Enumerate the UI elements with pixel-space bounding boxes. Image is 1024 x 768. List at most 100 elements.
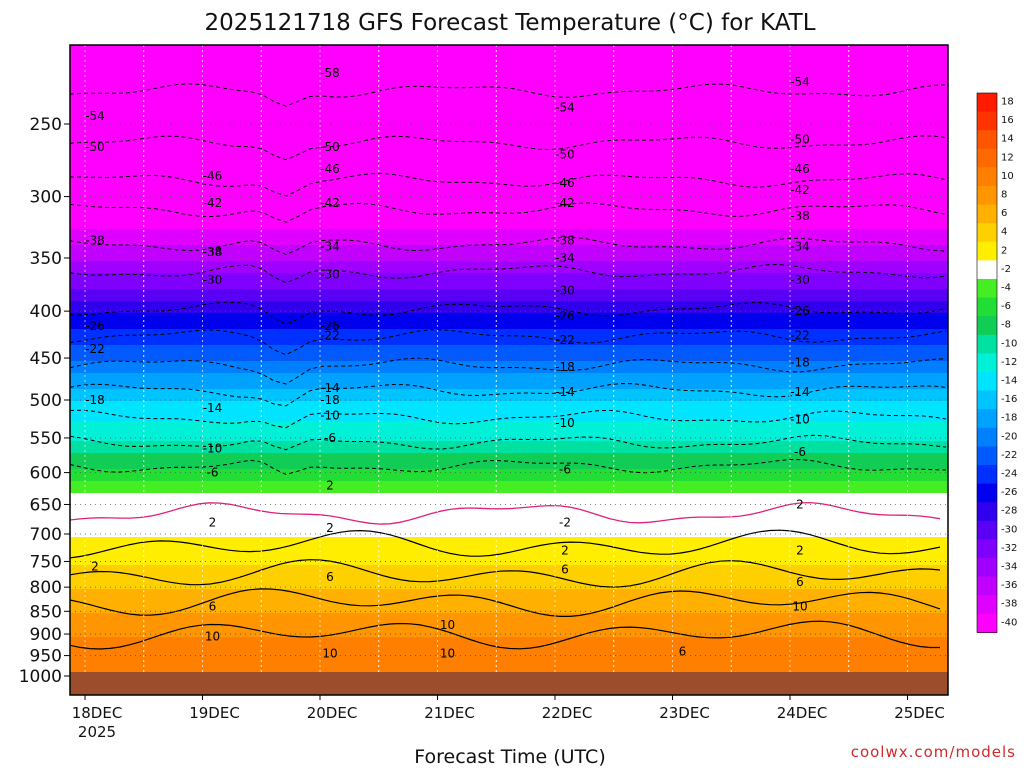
contour-label: -38 — [203, 245, 223, 259]
contour-label: -42 — [203, 196, 223, 210]
shading-band — [70, 265, 948, 270]
colorbar-cell — [977, 446, 997, 466]
colorbar-cell — [977, 167, 997, 187]
y-tick-label: 950 — [30, 647, 62, 667]
contour-label: -46 — [320, 162, 340, 176]
colorbar-label: -20 — [1001, 431, 1017, 442]
isotherm-dashed — [70, 459, 947, 476]
colorbar-cell — [977, 539, 997, 559]
shading-band — [70, 189, 948, 194]
x-tick-year-label: 2025 — [78, 723, 116, 741]
shading-band — [70, 269, 948, 274]
shading-band — [70, 377, 948, 382]
shading-band — [70, 309, 948, 314]
contour-label: -6 — [559, 462, 571, 476]
colorbar-label: 18 — [1001, 97, 1014, 108]
shading-band — [70, 101, 948, 106]
shading-band — [70, 465, 948, 470]
contour-label: 2 — [326, 521, 334, 535]
y-tick-label: 750 — [30, 552, 62, 572]
contour-label: 10 — [440, 618, 455, 632]
contour-label: -6 — [794, 445, 806, 459]
contour-label: -2 — [559, 515, 571, 529]
shading-band — [70, 293, 948, 298]
contour-label: -18 — [555, 360, 575, 374]
colorbar-cell — [977, 520, 997, 540]
shading-band — [70, 65, 948, 70]
contour-label: -30 — [790, 273, 810, 287]
shading-band — [70, 229, 948, 234]
shading-band — [70, 633, 948, 638]
shading-band — [70, 177, 948, 182]
isotherm-solid — [70, 559, 941, 588]
shading-band — [70, 581, 948, 586]
contour-label: -54 — [555, 101, 575, 115]
y-tick-label: 800 — [30, 578, 62, 598]
contour-label: 6 — [796, 575, 804, 589]
y-tick-label: 300 — [30, 188, 62, 208]
shading-band — [70, 573, 948, 578]
y-tick-label: 550 — [30, 429, 62, 449]
contour-label: -14 — [320, 381, 340, 395]
shading-band — [70, 161, 948, 166]
shading-band — [70, 561, 948, 566]
colorbar-cell — [977, 93, 997, 113]
colorbar-label: 4 — [1001, 227, 1007, 238]
shading-band — [70, 273, 948, 278]
contour-label: -30 — [555, 284, 575, 298]
chart-title: 2025121718 GFS Forecast Temperature (°C)… — [204, 10, 815, 36]
shading-band — [70, 589, 948, 594]
colorbar-label: -26 — [1001, 487, 1017, 498]
shading-band — [70, 485, 948, 490]
contour-label: -38 — [85, 234, 105, 248]
colorbar-label: 8 — [1001, 190, 1007, 201]
shading-band — [70, 201, 948, 206]
shading-band — [70, 205, 948, 210]
shading-band — [70, 629, 948, 634]
shading-band — [70, 513, 948, 518]
shading-band — [70, 613, 948, 618]
shading-band — [70, 541, 948, 546]
shading-band — [70, 249, 948, 254]
isotherm-dashed — [70, 135, 947, 161]
shading-band — [70, 637, 948, 642]
shading-band — [70, 277, 948, 282]
y-tick-label: 450 — [30, 349, 62, 369]
shading-band — [70, 81, 948, 86]
colorbar-cell — [977, 502, 997, 522]
x-tick-label: 22DEC — [542, 704, 593, 722]
contour-label: 6 — [209, 600, 217, 614]
colorbar-label: -6 — [1001, 301, 1011, 312]
contour-label: 10 — [792, 600, 807, 614]
x-tick-label: 23DEC — [659, 704, 710, 722]
shading-band — [70, 501, 948, 506]
colorbar-label: -32 — [1001, 543, 1017, 554]
shading-band — [70, 585, 948, 590]
colorbar-label: 10 — [1001, 171, 1014, 182]
shading-band — [70, 389, 948, 394]
contour-label: -46 — [555, 176, 575, 190]
contour-label: -30 — [203, 273, 223, 287]
contour-label: -54 — [85, 109, 105, 123]
shading-band — [70, 625, 948, 630]
colorbar-cell — [977, 223, 997, 243]
colorbar-label: -10 — [1001, 338, 1017, 349]
isotherm-solid — [70, 529, 941, 559]
isotherm-solid — [70, 620, 940, 650]
shading-band — [70, 481, 948, 486]
shading-band — [70, 261, 948, 266]
credit-text: coolwx.com/models — [851, 743, 1016, 761]
shading-band — [70, 369, 948, 374]
colorbar-label: -12 — [1001, 357, 1017, 368]
shading-band — [70, 393, 948, 398]
colorbar-cell — [977, 279, 997, 299]
colorbar-cell — [977, 427, 997, 447]
colorbar-label: 2 — [1001, 245, 1007, 256]
shading-band — [70, 649, 948, 654]
shading-band — [70, 285, 948, 290]
shading-band — [70, 441, 948, 446]
temperature-shading — [70, 45, 948, 695]
shading-band — [70, 317, 948, 322]
contour-label: -10 — [555, 416, 575, 430]
colorbar-cell — [977, 334, 997, 354]
